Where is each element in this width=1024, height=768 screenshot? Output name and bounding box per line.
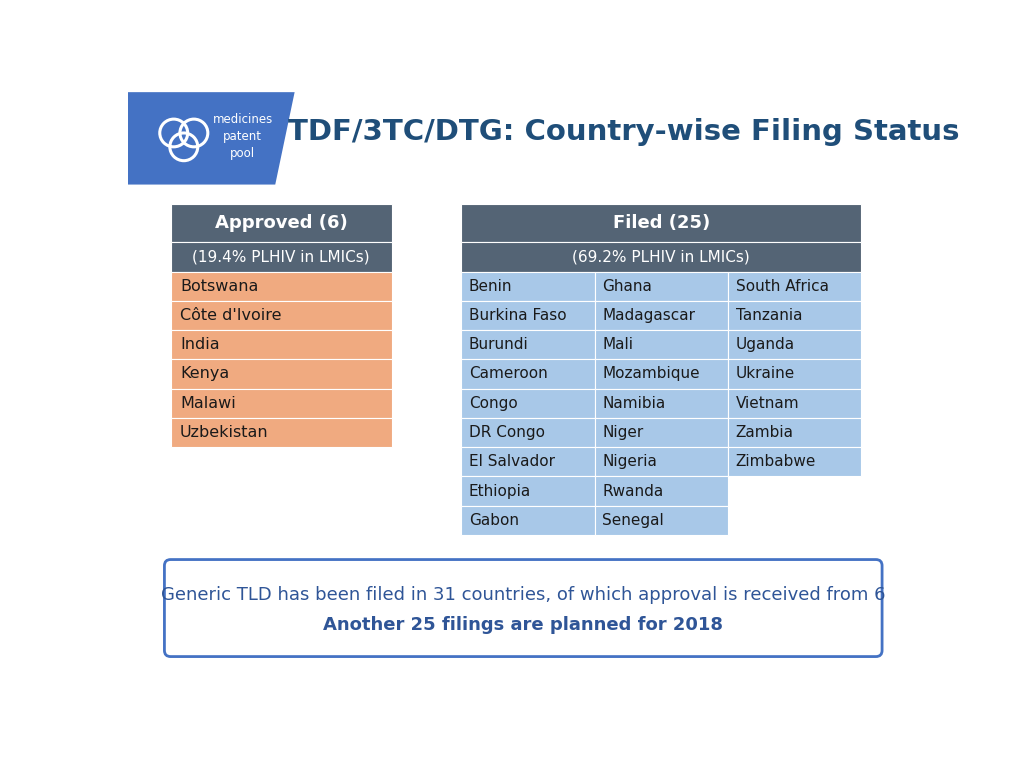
FancyBboxPatch shape (171, 418, 391, 447)
FancyBboxPatch shape (171, 389, 391, 418)
FancyBboxPatch shape (461, 272, 595, 301)
Text: Ukraine: Ukraine (735, 366, 795, 382)
Text: TDF/3TC/DTG: Country-wise Filing Status: TDF/3TC/DTG: Country-wise Filing Status (288, 118, 959, 146)
FancyBboxPatch shape (728, 330, 861, 359)
Text: Burkina Faso: Burkina Faso (469, 308, 566, 323)
Text: Namibia: Namibia (602, 396, 666, 411)
Text: Vietnam: Vietnam (735, 396, 799, 411)
Text: Gabon: Gabon (469, 513, 519, 528)
Text: India: India (180, 337, 219, 353)
FancyBboxPatch shape (595, 447, 728, 476)
FancyBboxPatch shape (461, 505, 595, 535)
FancyBboxPatch shape (165, 560, 882, 657)
FancyBboxPatch shape (461, 389, 595, 418)
FancyBboxPatch shape (461, 359, 595, 389)
Text: Approved (6): Approved (6) (215, 214, 347, 232)
Text: Rwanda: Rwanda (602, 484, 664, 498)
Text: Generic TLD has been filed in 31 countries, of which approval is received from 6: Generic TLD has been filed in 31 countri… (161, 586, 886, 604)
Text: (19.4% PLHIV in LMICs): (19.4% PLHIV in LMICs) (193, 250, 370, 264)
Text: Uzbekistan: Uzbekistan (180, 425, 268, 440)
Text: Côte d'Ivoire: Côte d'Ivoire (180, 308, 282, 323)
Text: El Salvador: El Salvador (469, 454, 555, 469)
Text: Senegal: Senegal (602, 513, 664, 528)
FancyBboxPatch shape (595, 330, 728, 359)
Text: Mali: Mali (602, 337, 633, 353)
FancyBboxPatch shape (461, 476, 595, 505)
Text: Nigeria: Nigeria (602, 454, 657, 469)
Text: Another 25 filings are planned for 2018: Another 25 filings are planned for 2018 (324, 616, 723, 634)
Text: Ghana: Ghana (602, 279, 652, 293)
Text: Burundi: Burundi (469, 337, 528, 353)
Text: Zimbabwe: Zimbabwe (735, 454, 816, 469)
FancyBboxPatch shape (461, 447, 595, 476)
Text: Mozambique: Mozambique (602, 366, 700, 382)
Text: Filed (25): Filed (25) (612, 214, 710, 232)
Text: Congo: Congo (469, 396, 518, 411)
FancyBboxPatch shape (461, 301, 595, 330)
FancyBboxPatch shape (595, 301, 728, 330)
FancyBboxPatch shape (728, 301, 861, 330)
FancyBboxPatch shape (461, 330, 595, 359)
FancyBboxPatch shape (728, 418, 861, 447)
FancyBboxPatch shape (595, 418, 728, 447)
FancyBboxPatch shape (171, 204, 391, 243)
Text: Ethiopia: Ethiopia (469, 484, 531, 498)
Text: Cameroon: Cameroon (469, 366, 548, 382)
FancyBboxPatch shape (728, 389, 861, 418)
FancyBboxPatch shape (461, 243, 861, 272)
Polygon shape (128, 92, 295, 184)
Text: Benin: Benin (469, 279, 512, 293)
FancyBboxPatch shape (595, 505, 728, 535)
Text: Uganda: Uganda (735, 337, 795, 353)
FancyBboxPatch shape (595, 389, 728, 418)
FancyBboxPatch shape (461, 204, 861, 243)
Text: Kenya: Kenya (180, 366, 229, 382)
Text: Malawi: Malawi (180, 396, 236, 411)
FancyBboxPatch shape (171, 330, 391, 359)
FancyBboxPatch shape (171, 301, 391, 330)
FancyBboxPatch shape (171, 272, 391, 301)
FancyBboxPatch shape (728, 447, 861, 476)
Text: DR Congo: DR Congo (469, 425, 545, 440)
FancyBboxPatch shape (728, 359, 861, 389)
FancyBboxPatch shape (171, 243, 391, 272)
Text: South Africa: South Africa (735, 279, 828, 293)
Text: Tanzania: Tanzania (735, 308, 802, 323)
FancyBboxPatch shape (595, 272, 728, 301)
FancyBboxPatch shape (595, 359, 728, 389)
Text: Niger: Niger (602, 425, 643, 440)
Text: Madagascar: Madagascar (602, 308, 695, 323)
FancyBboxPatch shape (171, 359, 391, 389)
FancyBboxPatch shape (461, 418, 595, 447)
Text: Botswana: Botswana (180, 279, 258, 293)
FancyBboxPatch shape (728, 272, 861, 301)
Text: Zambia: Zambia (735, 425, 794, 440)
Text: medicines
patent
pool: medicines patent pool (213, 114, 272, 161)
Text: (69.2% PLHIV in LMICs): (69.2% PLHIV in LMICs) (572, 250, 750, 264)
FancyBboxPatch shape (595, 476, 728, 505)
